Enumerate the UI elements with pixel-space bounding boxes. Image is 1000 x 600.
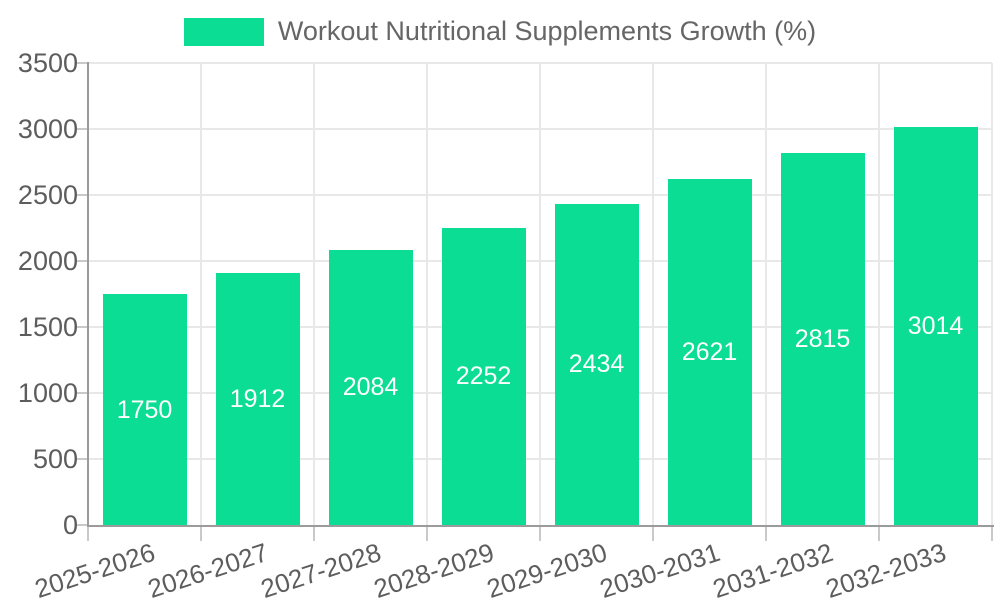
x-tick-mark [87, 527, 89, 541]
bar-value-label: 2434 [568, 350, 625, 379]
x-tick-label: 2032-2033 [822, 537, 950, 600]
x-tick-label: 2026-2027 [144, 537, 272, 600]
x-tick-label: 2031-2032 [709, 537, 837, 600]
x-tick-mark [426, 527, 428, 541]
gridline-vertical [991, 63, 993, 525]
bar [441, 227, 526, 525]
y-tick-mark [77, 128, 88, 130]
x-tick-mark [200, 527, 202, 541]
legend[interactable]: Workout Nutritional Supplements Growth (… [0, 16, 1000, 47]
x-tick-mark [878, 527, 880, 541]
bar-value-label: 2621 [681, 338, 738, 366]
bar [328, 249, 413, 525]
x-tick-mark [652, 527, 654, 541]
gridline-vertical [426, 63, 428, 525]
y-tick-label: 2500 [17, 180, 78, 210]
bar [780, 153, 865, 525]
x-tick-label: 2027-2028 [257, 537, 385, 600]
bar-value-label: 2815 [794, 325, 851, 354]
bar-value-label: 2084 [342, 373, 399, 402]
bar-value-label: 2252 [455, 362, 512, 391]
x-tick-label: 2030-2031 [596, 537, 724, 600]
y-tick-label: 1500 [17, 312, 78, 342]
gridline-vertical [313, 63, 315, 525]
y-tick-mark [77, 62, 88, 64]
y-tick-mark [77, 260, 88, 262]
bar-value-label: 1912 [229, 384, 286, 413]
x-axis-line [87, 525, 994, 527]
y-tick-label: 3500 [17, 48, 78, 78]
gridline-vertical [652, 63, 654, 525]
y-tick-label: 3000 [17, 114, 78, 144]
y-tick-mark [77, 326, 88, 328]
x-tick-mark [765, 527, 767, 541]
bar [667, 179, 752, 525]
y-tick-mark [77, 458, 88, 460]
y-axis-line [87, 62, 89, 527]
gridline-vertical [539, 63, 541, 525]
x-tick-mark [991, 527, 993, 541]
y-tick-label: 0 [62, 510, 78, 540]
x-tick-mark [313, 527, 315, 541]
x-tick-label: 2028-2029 [370, 537, 498, 600]
legend-swatch [183, 17, 264, 46]
y-tick-mark [77, 524, 88, 526]
y-tick-mark [77, 194, 88, 196]
y-tick-label: 500 [32, 444, 78, 474]
gridline-vertical [765, 63, 767, 525]
x-tick-label: 2025-2026 [31, 537, 159, 600]
bar [102, 294, 187, 525]
gridline-vertical [878, 63, 880, 525]
bar-value-label: 3014 [907, 312, 964, 341]
legend-label: Workout Nutritional Supplements Growth (… [277, 16, 817, 46]
bar [554, 203, 639, 525]
y-tick-label: 2000 [17, 246, 78, 276]
y-tick-label: 1000 [17, 378, 78, 408]
bar-value-label: 1750 [116, 395, 173, 424]
x-tick-label: 2029-2030 [483, 537, 611, 600]
bar [893, 127, 978, 525]
gridline-vertical [200, 63, 202, 525]
x-tick-mark [539, 527, 541, 541]
bar [215, 272, 300, 525]
y-tick-mark [77, 392, 88, 394]
